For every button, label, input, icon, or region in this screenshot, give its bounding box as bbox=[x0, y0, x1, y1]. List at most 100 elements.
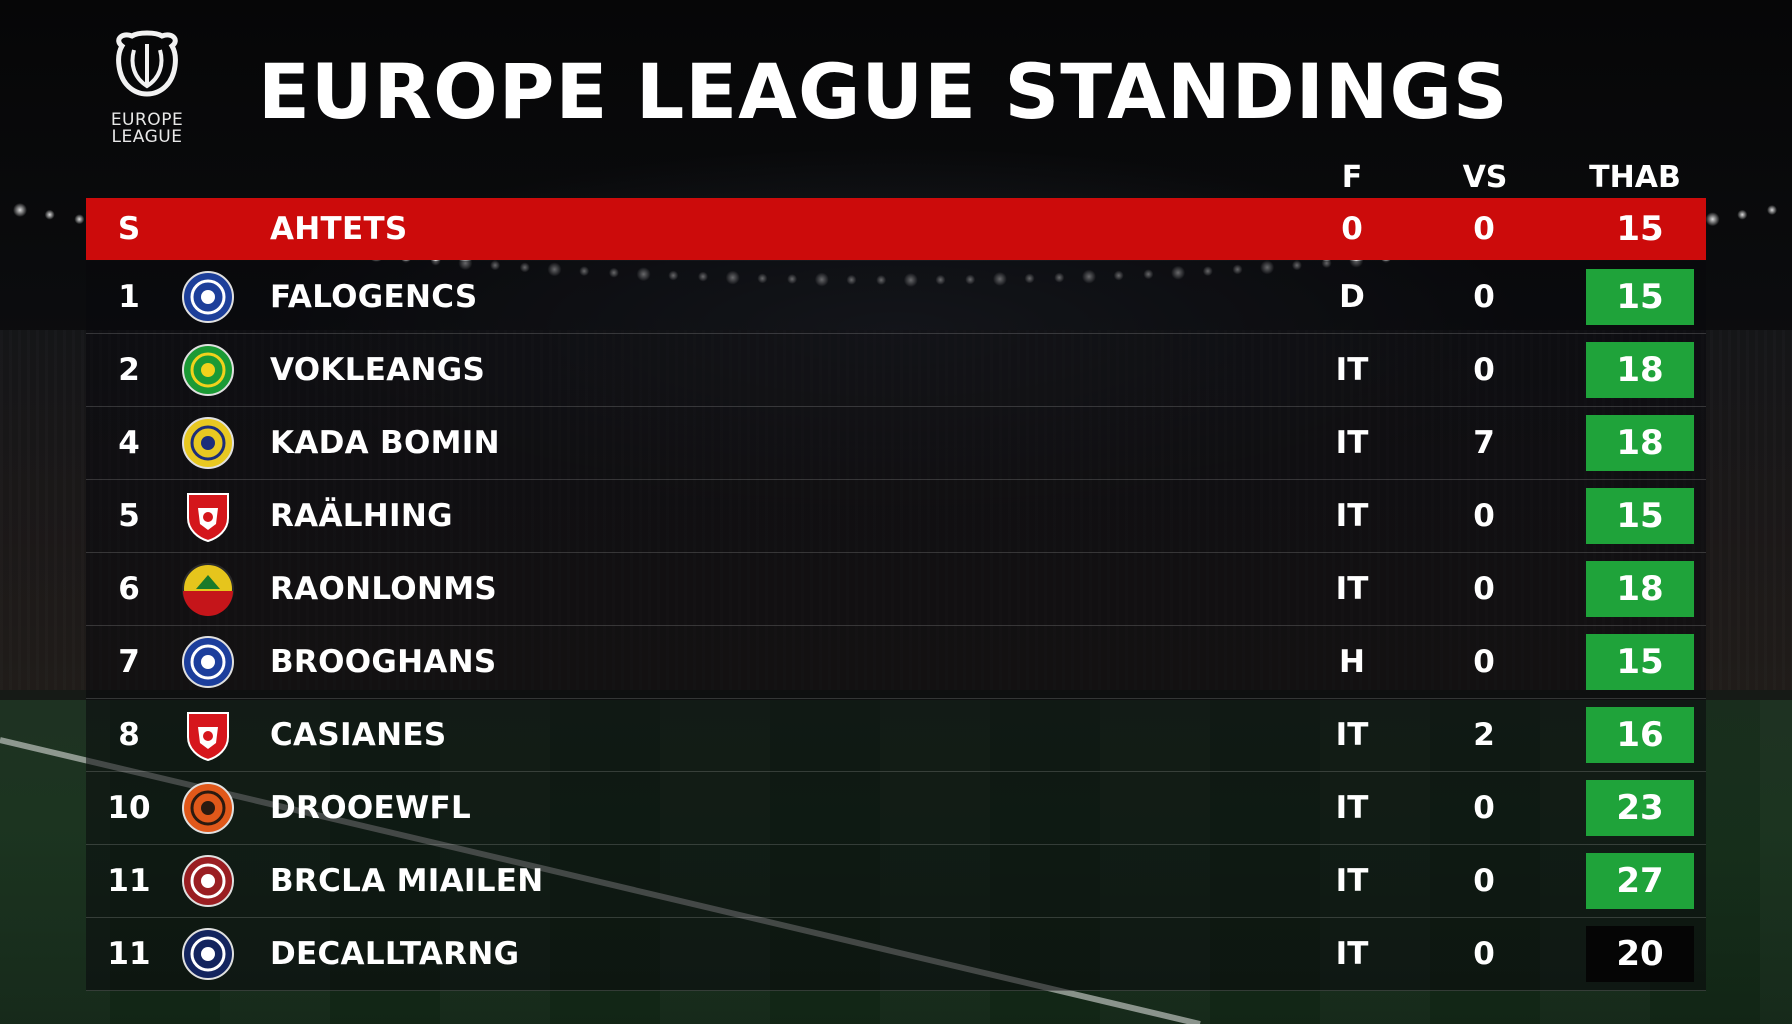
points-badge: 20 bbox=[1586, 926, 1694, 982]
logo-wordmark: EUROPE LEAGUE bbox=[92, 112, 202, 146]
header-position: S bbox=[117, 211, 141, 247]
table-row: 8 CASIANES IT 2 16 bbox=[86, 699, 1706, 772]
orange-round-crest-icon bbox=[182, 782, 234, 834]
team-position: 11 bbox=[107, 936, 151, 972]
team-crest bbox=[180, 699, 236, 771]
team-vs: 2 bbox=[1473, 717, 1495, 753]
team-vs: 0 bbox=[1473, 571, 1495, 607]
team-points: 18 bbox=[1582, 407, 1698, 479]
page-title: EUROPE LEAGUE STANDINGS bbox=[258, 47, 1509, 136]
points-badge: 27 bbox=[1586, 853, 1694, 909]
team-vs: 0 bbox=[1473, 279, 1495, 315]
team-f: IT bbox=[1335, 425, 1369, 461]
yellow-round-crest-icon bbox=[182, 417, 234, 469]
points-badge: 15 bbox=[1586, 488, 1694, 544]
points-badge: 18 bbox=[1586, 561, 1694, 617]
team-position: 8 bbox=[118, 717, 140, 753]
team-crest bbox=[180, 918, 236, 990]
team-f: IT bbox=[1335, 717, 1369, 753]
europe-league-logo: EUROPE LEAGUE bbox=[92, 30, 202, 170]
team-name: BRCLA MIAILEN bbox=[270, 863, 544, 899]
team-position: 5 bbox=[118, 498, 140, 534]
team-crest bbox=[180, 845, 236, 917]
team-position: 7 bbox=[118, 644, 140, 680]
team-position: 2 bbox=[118, 352, 140, 388]
navy-round-crest-icon bbox=[182, 928, 234, 980]
yellow-red-crest-icon bbox=[182, 563, 234, 616]
maroon-round-crest-icon bbox=[182, 855, 234, 907]
team-vs: 0 bbox=[1473, 863, 1495, 899]
team-crest bbox=[180, 626, 236, 698]
team-f: IT bbox=[1335, 790, 1369, 826]
team-name: BROOGHANS bbox=[270, 644, 497, 680]
table-row: 7 BROOGHANS H 0 15 bbox=[86, 626, 1706, 699]
table-row: 6 RAONLONMS IT 0 18 bbox=[86, 553, 1706, 626]
team-position: 1 bbox=[118, 279, 140, 315]
red-shield-crest-icon bbox=[187, 712, 229, 762]
table-row: 5 RAÄLHING IT 0 15 bbox=[86, 480, 1706, 553]
team-crest bbox=[180, 480, 236, 552]
team-crest bbox=[180, 334, 236, 406]
team-f: IT bbox=[1335, 498, 1369, 534]
team-position: 6 bbox=[118, 571, 140, 607]
team-position: 4 bbox=[118, 425, 140, 461]
header-team: AHTETS bbox=[270, 211, 408, 247]
table-row: 4 KADA BOMIN IT 7 18 bbox=[86, 407, 1706, 480]
logo-line-1: EUROPE bbox=[110, 110, 184, 130]
header-vs: 0 bbox=[1473, 211, 1495, 247]
team-name: KADA BOMIN bbox=[270, 425, 500, 461]
red-shield-crest-icon bbox=[187, 493, 229, 543]
team-f: IT bbox=[1335, 352, 1369, 388]
team-f: IT bbox=[1335, 936, 1369, 972]
team-points: 27 bbox=[1582, 845, 1698, 917]
column-header-f: F bbox=[1341, 160, 1363, 195]
team-points: 16 bbox=[1582, 699, 1698, 771]
points-badge: 18 bbox=[1586, 342, 1694, 398]
header-points: 15 bbox=[1582, 198, 1698, 260]
team-vs: 0 bbox=[1473, 790, 1495, 826]
column-header-thab: THAB bbox=[1589, 160, 1681, 195]
points-badge: 15 bbox=[1586, 269, 1694, 325]
team-points: 23 bbox=[1582, 772, 1698, 844]
standings-table: S AHTETS 0 0 15 1 FALOGENCS D 0 15 2 VOKLEANGS… bbox=[86, 198, 1706, 991]
team-name: FALOGENCS bbox=[270, 279, 478, 315]
points-badge: 15 bbox=[1586, 634, 1694, 690]
team-crest bbox=[180, 772, 236, 844]
table-row: 11 DECALLTARNG IT 0 20 bbox=[86, 918, 1706, 991]
table-row: 2 VOKLEANGS IT 0 18 bbox=[86, 334, 1706, 407]
blue-round-crest-icon bbox=[182, 271, 234, 323]
team-f: H bbox=[1339, 644, 1365, 680]
column-headers: F VS THAB bbox=[0, 158, 1792, 198]
team-name: DROOEWFL bbox=[270, 790, 472, 826]
team-points: 20 bbox=[1582, 918, 1698, 990]
team-f: IT bbox=[1335, 571, 1369, 607]
header-points-value: 15 bbox=[1616, 209, 1664, 249]
team-name: RAÄLHING bbox=[270, 498, 453, 534]
table-row: 11 BRCLA MIAILEN IT 0 27 bbox=[86, 845, 1706, 918]
points-badge: 23 bbox=[1586, 780, 1694, 836]
team-vs: 0 bbox=[1473, 644, 1495, 680]
team-points: 18 bbox=[1582, 553, 1698, 625]
team-crest bbox=[180, 407, 236, 479]
green-round-crest-icon bbox=[182, 344, 234, 396]
team-name: CASIANES bbox=[270, 717, 447, 753]
team-points: 15 bbox=[1582, 480, 1698, 552]
team-vs: 7 bbox=[1473, 425, 1495, 461]
points-badge: 16 bbox=[1586, 707, 1694, 763]
logo-line-2: LEAGUE bbox=[111, 127, 183, 147]
team-name: RAONLONMS bbox=[270, 571, 497, 607]
blue-round-crest-icon bbox=[182, 636, 234, 688]
header-f: 0 bbox=[1341, 211, 1363, 247]
column-header-vs: VS bbox=[1462, 160, 1508, 195]
team-name: DECALLTARNG bbox=[270, 936, 520, 972]
points-badge: 18 bbox=[1586, 415, 1694, 471]
team-vs: 0 bbox=[1473, 498, 1495, 534]
europe-league-trophy-icon bbox=[116, 30, 178, 97]
team-f: IT bbox=[1335, 863, 1369, 899]
team-points: 15 bbox=[1582, 626, 1698, 698]
table-header-row: S AHTETS 0 0 15 bbox=[86, 198, 1706, 260]
team-position: 11 bbox=[107, 863, 151, 899]
team-points: 15 bbox=[1582, 261, 1698, 333]
table-row: 1 FALOGENCS D 0 15 bbox=[86, 261, 1706, 334]
team-crest bbox=[180, 261, 236, 333]
